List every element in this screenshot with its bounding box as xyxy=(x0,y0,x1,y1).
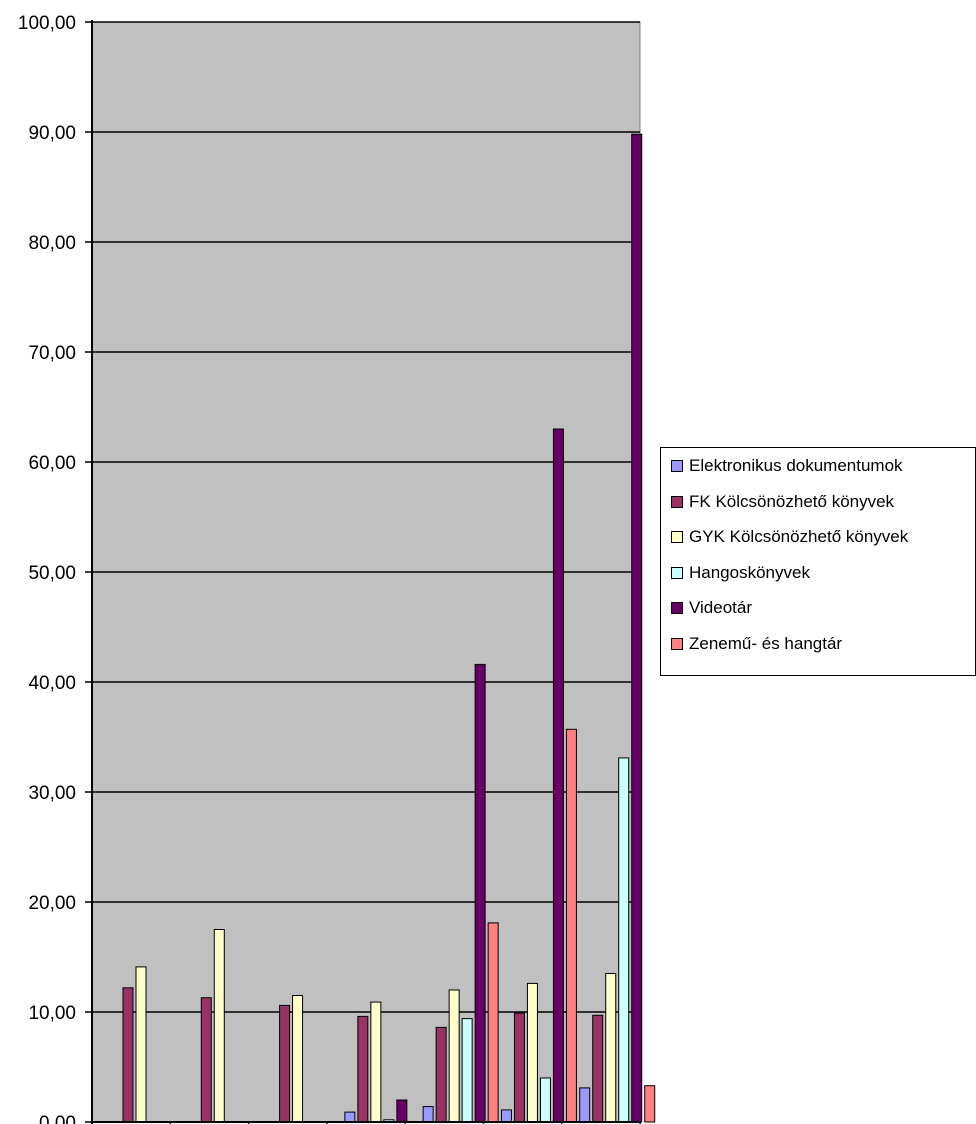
bar xyxy=(135,966,147,1123)
bar xyxy=(539,1077,551,1123)
bar xyxy=(122,987,134,1123)
legend-swatch xyxy=(671,602,683,614)
bar xyxy=(422,1106,434,1123)
legend-item: FK Kölcsönözhető könyvek xyxy=(671,492,894,512)
legend-label: Hangoskönyvek xyxy=(689,562,810,582)
y-tick-label: 50,00 xyxy=(28,563,76,584)
legend-label: Elektronikus dokumentumok xyxy=(689,456,903,475)
bar xyxy=(396,1099,408,1123)
bar xyxy=(292,995,304,1123)
bar xyxy=(526,982,538,1123)
y-tick-label: 100,00 xyxy=(18,13,76,34)
bar xyxy=(644,1085,656,1123)
legend-swatch xyxy=(671,460,683,472)
legend-label: FK Kölcsönözhető könyvek xyxy=(689,491,895,511)
bar xyxy=(487,922,499,1123)
legend-swatch xyxy=(671,531,683,543)
y-tick-label: 40,00 xyxy=(28,673,76,694)
legend-swatch xyxy=(671,495,683,508)
bar xyxy=(592,1014,604,1123)
y-tick-label: 0,00 xyxy=(39,1113,76,1124)
legend: Elektronikus dokumentumok FK Kölcsönözhe… xyxy=(660,447,976,676)
bar xyxy=(461,1018,473,1123)
bar xyxy=(631,133,643,1123)
y-tick-label: 30,00 xyxy=(28,783,76,804)
bar xyxy=(213,929,225,1123)
legend-item: Videotár xyxy=(671,598,752,618)
y-tick-label: 70,00 xyxy=(28,343,76,364)
y-axis-tick-labels: 0,00 10,00 20,00 30,00 40,00 50,00 60,00 70,00 8… xyxy=(18,13,76,1124)
legend-item: GYK Kölcsönözhető könyvek xyxy=(671,527,908,547)
bar xyxy=(200,997,212,1123)
legend-label: Videotár xyxy=(689,598,753,617)
y-tick-label: 60,00 xyxy=(28,453,76,474)
bar xyxy=(357,1015,369,1123)
bar xyxy=(552,428,564,1123)
bar xyxy=(565,728,577,1123)
bar xyxy=(513,1012,525,1123)
bar xyxy=(474,663,486,1123)
legend-swatch xyxy=(671,637,683,650)
y-tick-label: 20,00 xyxy=(28,893,76,914)
bar xyxy=(605,973,617,1123)
legend-item: Elektronikus dokumentumok xyxy=(671,456,903,476)
bar xyxy=(448,989,460,1123)
legend-label: Zenemű- és hangtár xyxy=(689,633,843,653)
bar xyxy=(435,1026,447,1123)
legend-item: Hangoskönyvek xyxy=(671,563,810,583)
bar xyxy=(370,1001,382,1123)
y-tick-label: 10,00 xyxy=(28,1003,76,1024)
bar xyxy=(500,1109,512,1123)
legend-item: Zenemű- és hangtár xyxy=(671,634,842,654)
bar xyxy=(344,1111,356,1123)
y-tick-label: 80,00 xyxy=(28,233,76,254)
y-tick-label: 90,00 xyxy=(28,123,76,144)
legend-label: GYK Kölcsönözhető könyvek xyxy=(689,527,909,546)
bar xyxy=(279,1004,291,1123)
bar xyxy=(579,1087,591,1123)
axes xyxy=(85,20,641,1124)
legend-swatch xyxy=(671,566,683,579)
bar xyxy=(618,757,630,1123)
